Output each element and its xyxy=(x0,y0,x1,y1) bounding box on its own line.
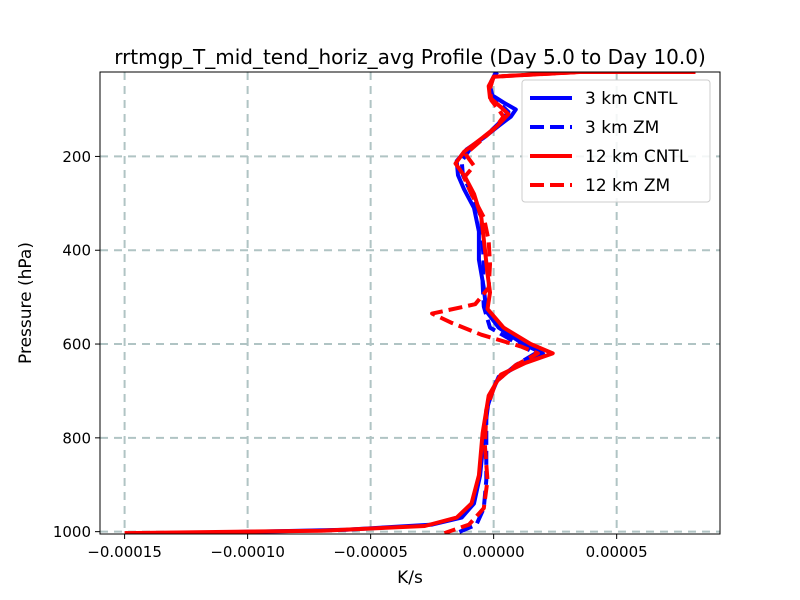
legend-label: 3 km CNTL xyxy=(585,89,678,109)
x-tick-label: −0.00005 xyxy=(333,543,408,561)
y-tick-label: 200 xyxy=(62,148,91,166)
y-tick-label: 400 xyxy=(62,242,91,260)
legend-box xyxy=(521,79,711,203)
legend: 3 km CNTL 3 km ZM 12 km CNTL 12 km ZM xyxy=(521,79,711,203)
tick-layer: −0.00015 −0.00010 −0.00005 0.00000 0.00005 20… xyxy=(53,148,648,561)
x-tick-label: −0.00010 xyxy=(210,543,285,561)
y-tick-label: 600 xyxy=(62,336,91,354)
series-line-4 xyxy=(430,72,696,534)
x-tick-label: 0.00000 xyxy=(463,543,525,561)
x-tick-label: −0.00015 xyxy=(87,543,162,561)
plot-frame xyxy=(99,71,721,535)
x-tick-label: 0.00005 xyxy=(586,543,648,561)
y-tick-label: 1000 xyxy=(53,523,91,541)
grid-layer xyxy=(100,72,720,534)
legend-label: 12 km ZM xyxy=(585,176,670,196)
legend-label: 12 km CNTL xyxy=(585,147,689,167)
y-axis-label: Pressure (hPa) xyxy=(16,242,36,364)
y-tick-label: 800 xyxy=(62,429,91,447)
series-layer xyxy=(124,72,696,534)
x-axis-label: K/s xyxy=(397,568,423,588)
chart-title: rrtmgp_T_mid_tend_horiz_avg Profile (Day… xyxy=(114,45,706,69)
legend-label: 3 km ZM xyxy=(585,118,659,138)
